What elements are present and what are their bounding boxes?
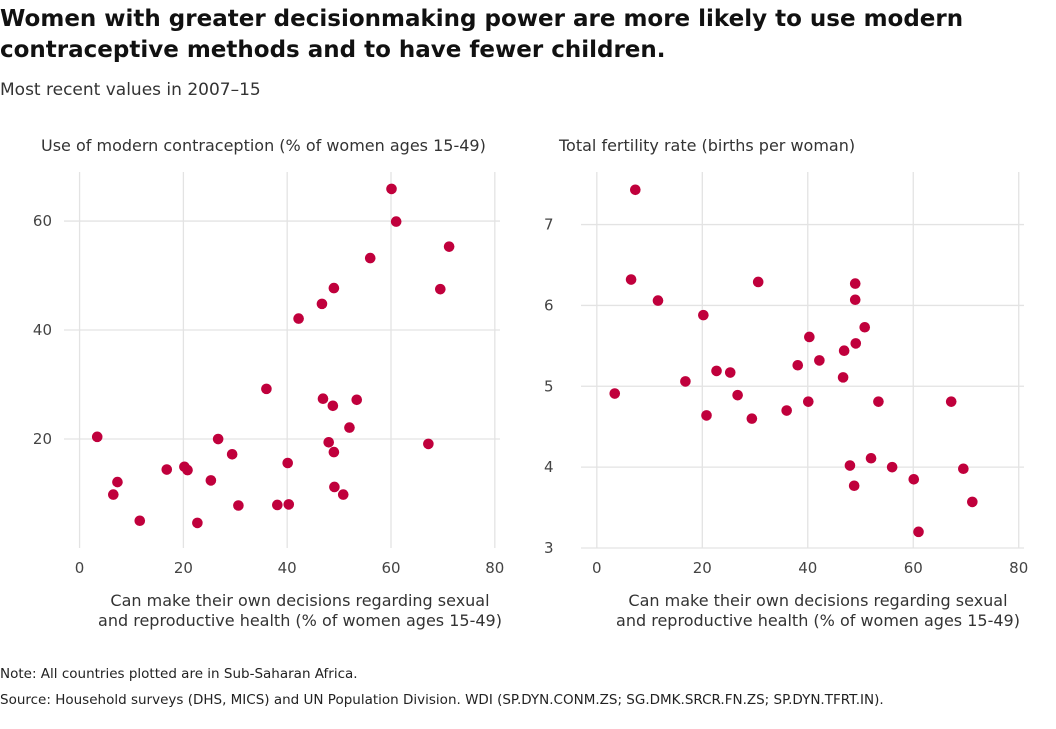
fertility-data-point [630,184,641,196]
fertility-scatter-plot: 0 20 40 60 80 3 4 5 6 7 [544,172,1028,577]
contraception-data-point [282,457,294,469]
contraception-data-point [205,475,217,486]
contraception-y-tick-label: 20 [33,430,52,448]
fertility-x-tick-label: 80 [1009,559,1028,577]
fertility-data-point [967,496,978,508]
chart-subtitle: Most recent values in 2007–15 [0,80,261,100]
fertility-data-point [652,295,664,306]
fertility-data-point [752,276,764,288]
contraception-data-point [423,438,434,450]
contraception-data-point [435,283,446,295]
fertility-data-point [732,389,743,401]
contraception-data-point [192,517,203,529]
fertility-data-point [803,396,814,407]
contraception-x-tick-label: 80 [485,559,504,577]
chart-note: Note: All countries plotted are in Sub-S… [0,666,358,682]
fertility-data-point [850,338,862,349]
fertility-data-point [680,376,691,387]
fertility-data-point [625,274,637,285]
contraception-y-tick-label: 60 [33,212,52,230]
contraception-data-point [344,422,355,433]
fertility-x-axis-label: Can make their own decisions regarding s… [616,591,1020,630]
fertility-data-point [814,355,825,366]
chart-source: Source: Household surveys (DHS, MICS) an… [0,692,884,708]
contraception-y-tick-label: 40 [33,321,52,339]
contraception-data-point [226,448,238,460]
contraception-data-point [108,489,119,500]
contraception-data-point [134,515,146,527]
fertility-panel-title: Total fertility rate (births per woman) [559,136,856,155]
fertility-data-point [849,278,861,289]
fertility-data-point [958,463,969,475]
contraception-panel-title: Use of modern contraception (% of women … [41,136,486,155]
contraception-data-point [212,433,224,445]
contraception-x-tick-label: 0 [75,559,85,577]
fertility-y-tick-label: 6 [544,296,554,314]
contraception-data-point [329,481,340,493]
fertility-x-tick-label: 40 [798,559,817,577]
contraception-data-point [351,394,363,406]
contraception-data-point [112,476,123,488]
fertility-data-point [837,372,849,383]
contraception-data-point [161,464,173,475]
contraception-data-point [390,216,402,227]
contraception-data-point [317,393,329,404]
contraception-x-tick-label: 60 [381,559,400,577]
contraception-data-point [293,313,304,324]
contraception-data-point [327,400,339,412]
fertility-data-point [701,410,712,421]
chart-title: Women with greater decisionmaking power … [0,6,964,63]
fertility-data-point [698,309,709,321]
fertility-data-point [865,452,877,464]
fertility-data-point [781,405,792,416]
fertility-data-point [838,345,850,357]
fertility-panel: Total fertility rate (births per woman) … [528,130,1056,650]
fertility-data-point [792,359,804,371]
contraception-data-point [261,383,272,395]
fertility-data-point [908,473,920,485]
fertility-data-point [859,321,871,333]
fertility-x-tick-label: 60 [904,559,923,577]
fertility-data-point [945,396,957,407]
contraception-data-point [386,183,397,195]
fertility-data-point [873,396,884,407]
contraception-x-axis-label: Can make their own decisions regarding s… [98,591,502,630]
fertility-data-point [609,388,621,399]
contraception-data-point [272,499,283,511]
fertility-y-tick-label: 5 [544,377,554,395]
contraception-data-point [328,282,340,294]
contraception-x-tick-label: 20 [174,559,193,577]
contraception-data-point [91,431,103,443]
fertility-data-point [724,367,736,378]
fertility-y-tick-label: 3 [544,539,554,557]
contraception-data-point [443,241,455,252]
fertility-data-point [848,480,860,492]
fertility-data-point [849,294,861,306]
contraception-data-point [316,298,328,310]
fertility-x-tick-label: 0 [592,559,602,577]
fertility-data-point [844,460,856,471]
contraception-data-point [328,446,340,458]
contraception-data-point [283,499,295,510]
fertility-data-point [886,461,898,473]
contraception-data-point [337,489,349,500]
fertility-x-tick-label: 20 [693,559,712,577]
fertility-data-point [746,413,758,424]
fertility-data-point [804,331,815,343]
contraception-data-point [364,252,376,264]
contraception-panel: Use of modern contraception (% of women … [0,130,528,650]
fertility-data-point [711,365,722,377]
fertility-y-tick-label: 4 [544,458,554,476]
contraception-x-tick-label: 40 [278,559,297,577]
fertility-y-tick-label: 7 [544,216,554,234]
contraception-data-point [182,464,193,476]
contraception-data-point [323,436,335,448]
contraception-data-point [233,500,244,511]
fertility-data-point [913,526,924,538]
contraception-scatter-plot: 0 20 40 60 80 20 40 60 [33,172,504,577]
